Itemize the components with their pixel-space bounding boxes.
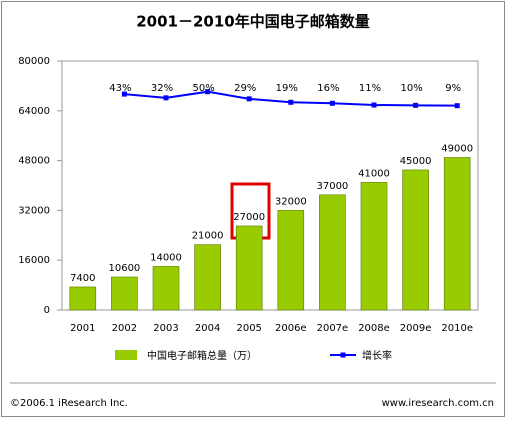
bar (277, 210, 305, 311)
legend-marker (340, 352, 346, 358)
bar (194, 244, 221, 311)
line-marker (329, 100, 335, 106)
bar-label: 41000 (358, 168, 390, 179)
line-marker (413, 102, 419, 108)
x-tick-label: 2004 (195, 323, 220, 334)
bar (235, 225, 263, 311)
bar-label: 21000 (192, 231, 224, 242)
bar (443, 157, 471, 311)
footer-left: ©2006.1 iResearch Inc. (10, 398, 128, 409)
line-marker (371, 102, 377, 108)
y-tick-label: 48000 (18, 156, 50, 167)
line-label: 9% (445, 83, 461, 94)
x-tick-label: 2001 (70, 323, 95, 334)
x-tick-label: 2009e (400, 323, 432, 334)
bar-label: 37000 (316, 181, 348, 192)
line-label: 50% (192, 83, 214, 94)
x-tick-label: 2010e (441, 323, 473, 334)
line-label: 43% (109, 83, 131, 94)
line-marker (288, 99, 294, 105)
line-label: 19% (276, 83, 298, 94)
line-marker (246, 96, 252, 102)
line-label: 29% (234, 83, 256, 94)
bar-label: 14000 (150, 252, 182, 263)
plot-frame (61, 60, 479, 311)
footer-right: www.iresearch.com.cn (382, 398, 494, 409)
line-label: 32% (151, 83, 173, 94)
bar (402, 169, 429, 311)
bar (152, 266, 180, 311)
legend-label: 中国电子邮箱总量（万） (147, 349, 257, 362)
line-label: 11% (359, 83, 381, 94)
line-marker (163, 95, 169, 101)
chart-title: 2001－2010年中国电子邮箱数量 (136, 13, 370, 31)
bar-label: 32000 (275, 196, 307, 207)
x-tick-label: 2002 (112, 323, 137, 334)
bar-label: 10600 (108, 263, 140, 274)
line-marker (205, 89, 211, 95)
legend-label: 增长率 (362, 349, 392, 362)
bar-label: 27000 (233, 212, 265, 223)
y-tick-label: 64000 (18, 106, 50, 117)
x-tick-label: 2008e (358, 323, 390, 334)
y-tick-label: 80000 (18, 56, 50, 67)
bar (111, 276, 138, 311)
bar-label: 7400 (70, 273, 95, 284)
line-marker (121, 91, 127, 97)
line-marker (454, 103, 460, 109)
x-tick-label: 2003 (153, 323, 178, 334)
x-tick-label: 2005 (236, 323, 261, 334)
line-label: 10% (400, 83, 422, 94)
y-tick-label: 16000 (18, 255, 50, 266)
legend-swatch (115, 350, 137, 360)
x-tick-label: 2007e (317, 323, 349, 334)
bar (360, 182, 388, 311)
bar (69, 286, 97, 311)
bar-label: 45000 (400, 156, 432, 167)
bar-label: 49000 (441, 143, 473, 154)
bar (319, 194, 346, 311)
y-tick-label: 32000 (18, 205, 50, 216)
line-label: 16% (317, 83, 339, 94)
y-tick-label: 0 (44, 305, 50, 316)
x-tick-label: 2006e (275, 323, 307, 334)
